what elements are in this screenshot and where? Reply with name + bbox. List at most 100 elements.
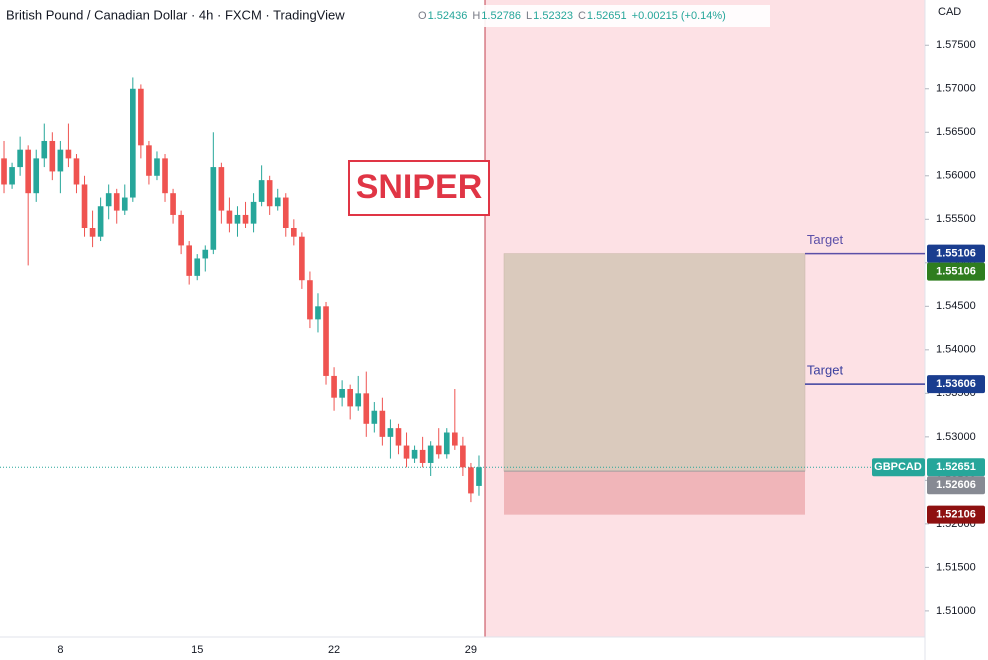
candle-body bbox=[411, 449, 418, 459]
candle-body bbox=[419, 449, 426, 463]
y-tick-label: 1.56500 bbox=[936, 126, 976, 138]
line-price-label: 1.53606 bbox=[936, 378, 976, 390]
candle-body bbox=[130, 88, 136, 198]
current-price-label-box bbox=[927, 458, 985, 477]
candle-body bbox=[379, 410, 386, 437]
target-price-label-box bbox=[927, 262, 985, 281]
symbol-label: GBPCAD bbox=[874, 461, 922, 473]
candle-body bbox=[178, 214, 184, 246]
candle-body bbox=[81, 184, 88, 228]
candle-body bbox=[121, 197, 128, 211]
candle-body bbox=[282, 197, 289, 228]
candle-body bbox=[194, 258, 201, 276]
candle-body bbox=[57, 149, 64, 172]
plot bbox=[0, 77, 925, 515]
candle-body bbox=[25, 149, 31, 194]
stop-price-label: 1.52106 bbox=[936, 509, 976, 521]
candle-body bbox=[443, 432, 450, 455]
candle-body bbox=[274, 197, 281, 207]
candle-body bbox=[468, 467, 474, 494]
candle-body bbox=[460, 445, 466, 468]
candle-body bbox=[242, 214, 249, 224]
candle-body bbox=[1, 158, 7, 185]
candle-body bbox=[226, 210, 233, 224]
y-tick-label: 1.54500 bbox=[936, 300, 976, 312]
candle-body bbox=[315, 306, 321, 320]
candle-body bbox=[307, 280, 313, 320]
legend-backdrop bbox=[415, 5, 770, 27]
candle-body bbox=[387, 428, 394, 437]
annotation-box bbox=[348, 160, 490, 216]
y-tick-label: 1.54000 bbox=[936, 344, 976, 356]
candle-body bbox=[162, 158, 168, 194]
target-label: Target bbox=[807, 232, 844, 247]
current-price-label: 1.52651 bbox=[936, 461, 976, 473]
y-tick-label: 1.55500 bbox=[936, 213, 976, 225]
candle-body bbox=[97, 206, 104, 237]
y-tick-label: 1.53000 bbox=[936, 431, 976, 443]
candle-body bbox=[17, 149, 23, 168]
candle-body bbox=[234, 214, 241, 224]
candle-body bbox=[258, 180, 265, 202]
legend-item: 1.52323 bbox=[533, 10, 573, 22]
y-unit: CAD bbox=[938, 6, 961, 18]
candle-body bbox=[105, 193, 112, 207]
y-tick-label: 1.57000 bbox=[936, 83, 976, 95]
x-tick-label: 15 bbox=[191, 644, 203, 656]
y-tick-label: 1.57500 bbox=[936, 39, 976, 51]
candle-body bbox=[395, 428, 402, 446]
candle-body bbox=[339, 388, 345, 398]
target-price-label: 1.55106 bbox=[936, 265, 976, 277]
target-label: Target bbox=[807, 363, 844, 378]
chart-title: British Pound / Canadian Dollar · 4h · F… bbox=[6, 7, 345, 22]
candle-body bbox=[154, 158, 160, 176]
legend-item: H bbox=[472, 10, 480, 22]
candle-body bbox=[113, 193, 120, 211]
x-tick-label: 29 bbox=[465, 644, 477, 656]
stop-price-label-box bbox=[927, 505, 985, 524]
candle-body bbox=[218, 167, 225, 211]
legend-item: L bbox=[526, 10, 532, 22]
line-price-label: 1.55106 bbox=[936, 247, 976, 259]
candle-body bbox=[9, 167, 15, 185]
candle-body bbox=[146, 145, 152, 176]
candle-body bbox=[371, 410, 378, 424]
legend-item: C bbox=[578, 10, 586, 22]
candle-body bbox=[250, 201, 257, 224]
line-price-label-box bbox=[927, 375, 985, 394]
candle-body bbox=[33, 158, 40, 194]
x-tick-label: 22 bbox=[328, 644, 340, 656]
candle-body bbox=[323, 306, 329, 376]
candle-body bbox=[170, 193, 176, 215]
candle-body bbox=[476, 467, 482, 486]
symbol-label-box bbox=[872, 458, 925, 477]
candle-body bbox=[49, 140, 56, 172]
candle-body bbox=[331, 375, 337, 398]
candle-body bbox=[73, 158, 80, 185]
position-loss bbox=[504, 471, 805, 515]
entry-price-label: 1.52606 bbox=[936, 479, 976, 491]
line-price-label-box bbox=[927, 244, 985, 263]
y-tick-label: 1.51000 bbox=[936, 605, 976, 617]
candle-body bbox=[299, 236, 305, 281]
candle-body bbox=[355, 393, 362, 407]
candle-body bbox=[291, 227, 297, 237]
candle-body bbox=[452, 432, 458, 446]
legend-item: 1.52786 bbox=[481, 10, 521, 22]
legend-item: O bbox=[418, 10, 427, 22]
candle-body bbox=[89, 227, 96, 237]
candle-body bbox=[138, 88, 144, 146]
entry-price-label-box bbox=[927, 476, 985, 495]
legend-item: 1.52436 bbox=[428, 10, 468, 22]
candle-body bbox=[435, 445, 442, 455]
candle-body bbox=[266, 180, 273, 207]
candle-body bbox=[41, 140, 48, 159]
legend-item: +0.00215 (+0.14%) bbox=[632, 10, 726, 22]
candle-body bbox=[202, 249, 209, 259]
candle-body bbox=[65, 149, 72, 159]
candle-body bbox=[363, 393, 370, 424]
y-tick-label: 1.56000 bbox=[936, 170, 976, 182]
annotation: SNIPER bbox=[356, 168, 483, 206]
legend-item: 1.52651 bbox=[587, 10, 627, 22]
